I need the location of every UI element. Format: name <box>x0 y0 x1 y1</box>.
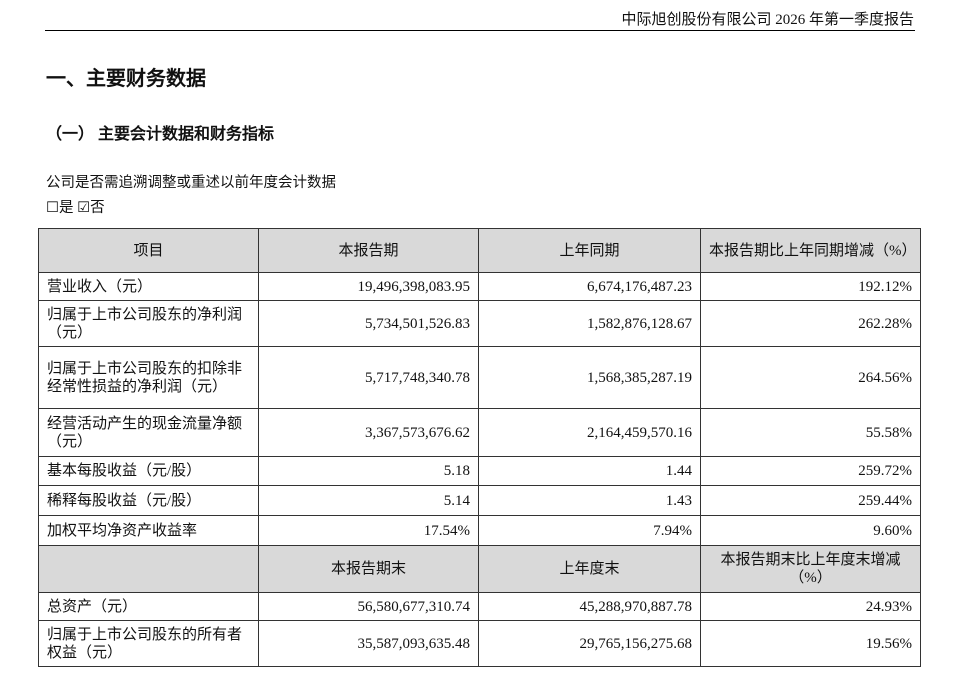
table-cell: 45,288,970,887.78 <box>478 592 701 621</box>
table-cell: 归属于上市公司股东的所有者权益（元） <box>38 620 259 667</box>
header-rule <box>45 30 915 31</box>
table-row: 项目 本报告期 上年同期 本报告期比上年同期增减（%） <box>38 228 921 273</box>
table-cell: 5.14 <box>258 485 479 516</box>
table-row: 加权平均净资产收益率 17.54% 7.94% 9.60% <box>38 515 921 546</box>
table-cell: 本报告期末 <box>258 545 479 593</box>
table-cell: 19,496,398,083.95 <box>258 272 479 301</box>
option-no: 否 <box>90 200 105 216</box>
table-cell: 加权平均净资产收益率 <box>38 515 259 546</box>
table-cell: 营业收入（元） <box>38 272 259 301</box>
table-cell: 本报告期比上年同期增减（%） <box>700 228 921 273</box>
table-cell: 6,674,176,487.23 <box>478 272 701 301</box>
table-cell: 7.94% <box>478 515 701 546</box>
table-cell: 55.58% <box>700 408 921 457</box>
table-cell: 归属于上市公司股东的净利润（元） <box>38 300 259 347</box>
table-cell <box>38 545 259 593</box>
table-cell: 经营活动产生的现金流量净额（元） <box>38 408 259 457</box>
table-cell: 17.54% <box>258 515 479 546</box>
options: ☐是 ☑否 <box>46 200 105 216</box>
table-cell: 1,568,385,287.19 <box>478 346 701 409</box>
table-cell: 259.44% <box>700 485 921 516</box>
table-cell: 5.18 <box>258 456 479 486</box>
table-cell: 2,164,459,570.16 <box>478 408 701 457</box>
financial-table: 项目 本报告期 上年同期 本报告期比上年同期增减（%） 营业收入（元） 19,496,39… <box>38 228 921 667</box>
table-cell: 项目 <box>38 228 259 273</box>
table-cell: 1.44 <box>478 456 701 486</box>
table-cell: 259.72% <box>700 456 921 486</box>
table-row: 稀释每股收益（元/股） 5.14 1.43 259.44% <box>38 485 921 516</box>
table-cell: 1.43 <box>478 485 701 516</box>
table-row: 基本每股收益（元/股） 5.18 1.44 259.72% <box>38 456 921 486</box>
table-row: 归属于上市公司股东的所有者权益（元） 35,587,093,635.48 29,76… <box>38 620 921 667</box>
table-cell: 3,367,573,676.62 <box>258 408 479 457</box>
table-cell: 29,765,156,275.68 <box>478 620 701 667</box>
table-cell: 上年度末 <box>478 545 701 593</box>
table-cell: 5,734,501,526.83 <box>258 300 479 347</box>
section-title: 一、主要财务数据 <box>46 68 206 90</box>
table-cell: 归属于上市公司股东的扣除非经常性损益的净利润（元） <box>38 346 259 409</box>
table-cell: 稀释每股收益（元/股） <box>38 485 259 516</box>
table-row: 总资产（元） 56,580,677,310.74 45,288,970,887.78… <box>38 592 921 621</box>
table-cell: 总资产（元） <box>38 592 259 621</box>
table-cell: 264.56% <box>700 346 921 409</box>
table-row: 本报告期末 上年度末 本报告期末比上年度末增减（%） <box>38 545 921 593</box>
table-cell: 24.93% <box>700 592 921 621</box>
question: 公司是否需追溯调整或重述以前年度会计数据 <box>46 175 336 191</box>
table-cell: 本报告期末比上年度末增减（%） <box>700 545 921 593</box>
report-header: 中际旭创股份有限公司 2026 年第一季度报告 <box>621 12 914 28</box>
table-row: 归属于上市公司股东的扣除非经常性损益的净利润（元） 5,717,748,340.7… <box>38 346 921 409</box>
table-cell: 1,582,876,128.67 <box>478 300 701 347</box>
table-cell: 本报告期 <box>258 228 479 273</box>
subsection-title: （一） 主要会计数据和财务指标 <box>46 126 275 143</box>
option-yes: 是 <box>59 200 74 216</box>
table-cell: 192.12% <box>700 272 921 301</box>
table-cell: 基本每股收益（元/股） <box>38 456 259 486</box>
table-cell: 262.28% <box>700 300 921 347</box>
table-cell: 9.60% <box>700 515 921 546</box>
table-cell: 上年同期 <box>478 228 701 273</box>
table-row: 营业收入（元） 19,496,398,083.95 6,674,176,487.23… <box>38 272 921 301</box>
table-row: 归属于上市公司股东的净利润（元） 5,734,501,526.83 1,582,87… <box>38 300 921 347</box>
table-cell: 56,580,677,310.74 <box>258 592 479 621</box>
table-cell: 35,587,093,635.48 <box>258 620 479 667</box>
table-row: 经营活动产生的现金流量净额（元） 3,367,573,676.62 2,164,45… <box>38 408 921 457</box>
table-cell: 19.56% <box>700 620 921 667</box>
table-cell: 5,717,748,340.78 <box>258 346 479 409</box>
